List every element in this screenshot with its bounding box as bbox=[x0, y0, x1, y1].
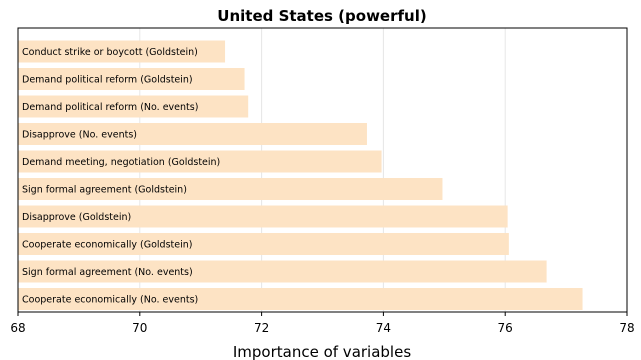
bar-label: Cooperate economically (Goldstein) bbox=[22, 240, 192, 251]
bar-label: Disapprove (No. events) bbox=[22, 130, 137, 141]
bar-label: Demand political reform (No. events) bbox=[22, 102, 198, 113]
x-tick-label: 78 bbox=[619, 321, 634, 335]
bar bbox=[18, 68, 245, 90]
bar-label: Sign formal agreement (Goldstein) bbox=[22, 185, 187, 196]
plot-frame bbox=[17, 27, 628, 313]
x-tick-label: 76 bbox=[498, 321, 513, 335]
x-tick-label: 68 bbox=[10, 321, 25, 335]
x-tick-label: 72 bbox=[254, 321, 269, 335]
bar bbox=[18, 233, 509, 255]
x-tick-label: 74 bbox=[376, 321, 391, 335]
bar bbox=[18, 40, 226, 63]
bar bbox=[18, 178, 443, 200]
bar bbox=[18, 150, 382, 173]
x-tick-label: 70 bbox=[132, 321, 147, 335]
bar-label: Conduct strike or boycott (Goldstein) bbox=[22, 47, 198, 58]
bar bbox=[18, 123, 367, 145]
bar-label: Demand meeting, negotiation (Goldstein) bbox=[22, 157, 220, 168]
bar-label: Sign formal agreement (No. events) bbox=[22, 267, 193, 278]
chart-title: United States (powerful) bbox=[217, 7, 426, 25]
bar-label: Cooperate economically (No. events) bbox=[22, 295, 198, 306]
x-axis: 68 70 72 74 76 78 bbox=[10, 312, 635, 335]
bar bbox=[18, 288, 583, 310]
bars: Conduct strike or boycott (Goldstein) Dem… bbox=[18, 40, 583, 310]
bar bbox=[18, 260, 547, 283]
x-axis-label: Importance of variables bbox=[233, 343, 411, 360]
bar bbox=[18, 95, 249, 118]
bar bbox=[18, 205, 508, 228]
bar-label: Disapprove (Goldstein) bbox=[22, 212, 131, 223]
bar-label: Demand political reform (Goldstein) bbox=[22, 75, 193, 86]
